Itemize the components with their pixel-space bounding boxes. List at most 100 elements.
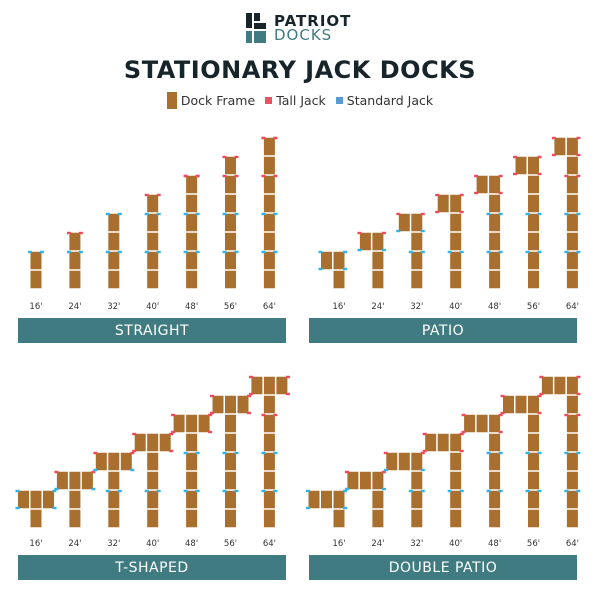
- legend-label: Tall Jack: [276, 93, 326, 108]
- tall-jack: [537, 411, 542, 415]
- dock-frame-section: [186, 194, 198, 213]
- standard-jack: [273, 250, 278, 254]
- tall-jack: [234, 155, 239, 159]
- dock-frame-section: [489, 194, 501, 213]
- logo-top-text: PATRIOT: [274, 12, 352, 30]
- dock-platform-section: [437, 194, 449, 213]
- legend-item-dock-frame: Dock Frame: [166, 92, 255, 109]
- dock-platform-section: [108, 452, 120, 471]
- dock-frame-section: [411, 509, 423, 528]
- size-label: 56': [224, 302, 237, 312]
- dock-platform-section: [333, 490, 345, 509]
- tall-jack: [539, 375, 544, 379]
- dock-frame-section: [263, 452, 275, 471]
- dock-frame-section: [186, 175, 198, 194]
- standard-jack: [222, 489, 227, 493]
- dock-platform-section: [120, 452, 132, 471]
- standard-jack: [357, 248, 362, 252]
- dock-frame-section: [225, 452, 236, 471]
- dock-frame-section: [108, 270, 120, 289]
- logo-mark-icon: [246, 13, 266, 43]
- dock-frame-section: [186, 433, 198, 452]
- dock-platform-section: [566, 137, 578, 156]
- dock-platform-section: [186, 414, 198, 433]
- tall-jack: [208, 413, 213, 417]
- standard-jack: [234, 489, 239, 493]
- tall-jack: [357, 231, 362, 235]
- standard-jack: [420, 229, 425, 233]
- dock-frame-section: [372, 251, 384, 270]
- tall-jack: [498, 413, 503, 417]
- dock-frame-section: [566, 509, 578, 528]
- dock-frame-section: [186, 471, 198, 490]
- dock-platform-section: [212, 395, 224, 414]
- tall-jack: [576, 153, 581, 157]
- standard-jack: [117, 250, 122, 254]
- dock-platform-section: [528, 395, 539, 414]
- dock-platform-section: [173, 414, 185, 433]
- legend: Dock Frame Tall Jack Standard Jack: [0, 92, 600, 109]
- logo-bottom-text: DOCKS: [274, 26, 333, 44]
- size-label: 32': [410, 539, 423, 549]
- size-label: 32': [107, 302, 120, 312]
- standard-jack: [306, 489, 310, 493]
- dock-frame-section: [566, 213, 578, 232]
- dock-frame-section: [108, 490, 120, 509]
- dock-frame-section: [450, 490, 462, 509]
- tall-jack: [78, 231, 83, 235]
- standard-jack: [52, 489, 57, 493]
- dock-frame-section: [489, 213, 501, 232]
- tall-jack: [381, 231, 386, 235]
- dock-platform-section: [276, 376, 288, 395]
- tall-jack: [420, 212, 425, 216]
- standard-jack: [183, 212, 188, 216]
- size-label: 56': [224, 539, 237, 549]
- dock-frame-section: [333, 270, 345, 289]
- dock-frame-section: [566, 395, 578, 414]
- dock-frame-section: [263, 251, 275, 270]
- standard-jack: [222, 212, 227, 216]
- standard-jack: [343, 267, 347, 271]
- tall-jack: [500, 394, 505, 398]
- tall-jack: [396, 212, 401, 216]
- standard-jack: [486, 451, 491, 455]
- standard-jack: [381, 248, 386, 252]
- size-label: 32': [107, 539, 120, 549]
- dock-frame-section: [528, 414, 539, 433]
- tall-jack: [435, 193, 440, 197]
- tall-jack: [222, 155, 227, 159]
- standard-jack: [144, 212, 149, 216]
- tall-jack: [248, 375, 253, 379]
- dock-frame-section: [108, 213, 120, 232]
- tall-jack: [461, 413, 466, 417]
- tall-jack: [576, 392, 581, 396]
- tall-jack-swatch: [265, 97, 273, 104]
- standard-jack: [105, 489, 110, 493]
- tall-jack: [285, 375, 290, 379]
- standard-jack: [130, 468, 135, 472]
- size-label: 16': [332, 302, 345, 312]
- dock-frame-section: [147, 251, 159, 270]
- tall-jack: [500, 411, 505, 415]
- dock-frame-section: [186, 452, 198, 471]
- dock-frame-section: [225, 213, 236, 232]
- dock-platform-section: [464, 414, 476, 433]
- tall-jack: [383, 451, 388, 455]
- size-label: 40': [449, 302, 462, 312]
- dock-frame-section: [108, 251, 120, 270]
- dock-frame-section: [147, 490, 159, 509]
- size-label: 64': [566, 302, 579, 312]
- tall-jack: [344, 470, 349, 474]
- tall-jack: [459, 210, 464, 214]
- tall-jack: [513, 155, 517, 159]
- dock-frame-section: [147, 213, 159, 232]
- dock-frame-section: [333, 509, 345, 528]
- dock-frame-section: [108, 471, 120, 490]
- dock-frame-section: [147, 471, 159, 490]
- size-label: 64': [263, 302, 276, 312]
- dock-frame-section: [186, 232, 198, 251]
- tall-jack: [171, 430, 176, 434]
- dock-platform-section: [515, 156, 527, 175]
- tall-jack: [498, 191, 503, 195]
- tall-jack: [498, 430, 503, 434]
